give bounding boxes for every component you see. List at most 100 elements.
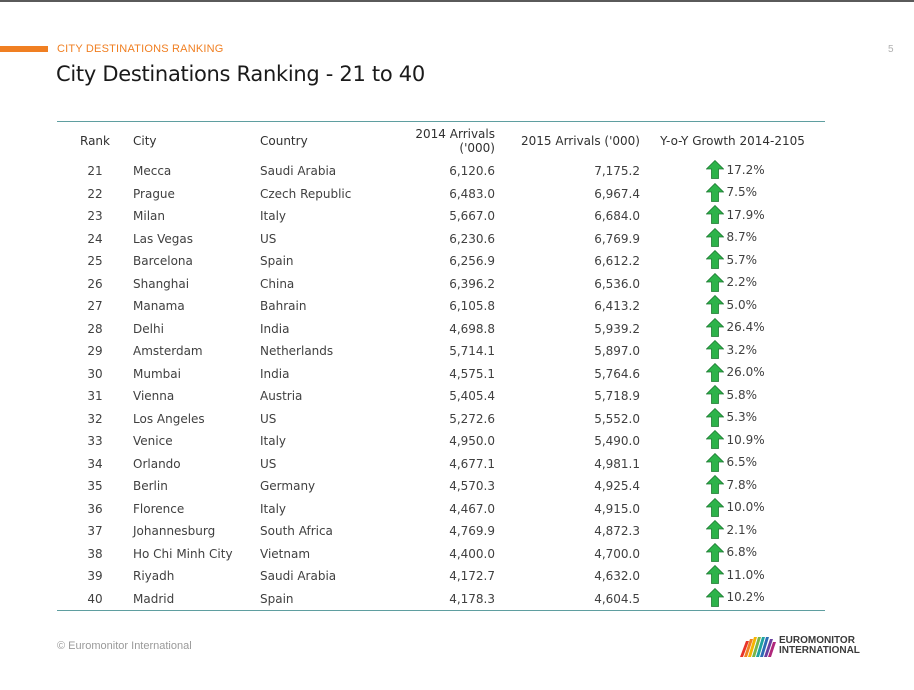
cell-arrivals-2014: 4,575.1 bbox=[449, 366, 495, 381]
table-row: 26 Shanghai China 6,396.2 6,536.0 2.2% bbox=[57, 272, 825, 296]
table-row: 25 Barcelona Spain 6,256.9 6,612.2 5.7% bbox=[57, 250, 825, 273]
up-arrow-icon bbox=[705, 340, 724, 360]
cell-arrivals-2014: 4,677.1 bbox=[449, 456, 495, 471]
cell-rank: 31 bbox=[87, 389, 103, 404]
cell-arrivals-2014: 4,172.7 bbox=[449, 569, 495, 584]
column-header-city: City bbox=[133, 134, 157, 148]
cell-country: Austria bbox=[260, 389, 303, 404]
growth-value-wrap: 2.2% bbox=[705, 272, 778, 292]
cell-arrivals-2015: 4,925.4 bbox=[594, 479, 640, 494]
cell-country: US bbox=[260, 411, 277, 426]
table-row: 39 Riyadh Saudi Arabia 4,172.7 4,632.0 11.0% bbox=[57, 565, 825, 588]
cell-arrivals-2014: 6,120.6 bbox=[449, 164, 495, 179]
cell-city: Riyadh bbox=[133, 569, 175, 584]
cell-rank: 37 bbox=[87, 524, 103, 539]
growth-value: 26.4% bbox=[726, 320, 765, 335]
cell-growth: 8.7% bbox=[640, 227, 825, 251]
growth-value-wrap: 10.9% bbox=[705, 430, 778, 450]
cell-city: Vienna bbox=[133, 389, 175, 404]
cell-rank: 36 bbox=[87, 501, 103, 516]
cell-growth: 5.0% bbox=[640, 295, 825, 318]
cell-growth: 5.7% bbox=[640, 250, 825, 273]
table-row: 37 Johannesburg South Africa 4,769.9 4,872.3… bbox=[57, 520, 825, 543]
cell-country: India bbox=[260, 366, 290, 381]
cell-city: Delhi bbox=[133, 321, 164, 336]
cell-rank: 33 bbox=[87, 434, 103, 449]
cell-arrivals-2014: 4,467.0 bbox=[449, 501, 495, 516]
cell-arrivals-2015: 5,939.2 bbox=[594, 321, 640, 336]
cell-arrivals-2015: 5,552.0 bbox=[594, 411, 640, 426]
table-row: 21 Mecca Saudi Arabia 6,120.6 7,175.2 17.2% bbox=[57, 160, 825, 183]
table-row: 27 Manama Bahrain 6,105.8 6,413.2 5.0% bbox=[57, 295, 825, 318]
cell-city: Manama bbox=[133, 299, 185, 314]
growth-value-wrap: 2.1% bbox=[705, 520, 778, 540]
table-row: 24 Las Vegas US 6,230.6 6,769.9 8.7% bbox=[57, 227, 825, 251]
cell-arrivals-2014: 4,570.3 bbox=[449, 479, 495, 494]
cell-arrivals-2015: 6,684.0 bbox=[594, 209, 640, 224]
table-row: 23 Milan Italy 5,667.0 6,684.0 17.9% bbox=[57, 205, 825, 228]
cell-rank: 27 bbox=[87, 299, 103, 314]
growth-value: 5.3% bbox=[726, 410, 758, 425]
cell-arrivals-2014: 5,405.4 bbox=[449, 389, 495, 404]
cell-rank: 38 bbox=[87, 546, 103, 561]
growth-value-wrap: 11.0% bbox=[705, 565, 778, 585]
up-arrow-icon bbox=[705, 542, 724, 562]
cell-arrivals-2015: 5,718.9 bbox=[594, 389, 640, 404]
growth-value: 17.2% bbox=[726, 162, 765, 177]
cell-growth: 10.0% bbox=[640, 497, 825, 521]
table-row: 34 Orlando US 4,677.1 4,981.1 6.5% bbox=[57, 452, 825, 476]
up-arrow-icon bbox=[705, 160, 724, 180]
cell-rank: 30 bbox=[87, 366, 103, 381]
growth-value-wrap: 5.8% bbox=[705, 385, 778, 405]
growth-value-wrap: 7.5% bbox=[705, 182, 778, 202]
top-rule bbox=[0, 0, 914, 2]
up-arrow-icon bbox=[705, 385, 724, 405]
growth-value-wrap: 26.0% bbox=[705, 362, 778, 382]
cell-country: US bbox=[260, 231, 277, 246]
table-row: 22 Prague Czech Republic 6,483.0 6,967.4 7.5% bbox=[57, 182, 825, 206]
growth-value-wrap: 6.8% bbox=[705, 542, 778, 562]
table-row: 35 Berlin Germany 4,570.3 4,925.4 7.8% bbox=[57, 475, 825, 498]
growth-value: 5.8% bbox=[726, 387, 758, 402]
cell-arrivals-2014: 4,769.9 bbox=[449, 524, 495, 539]
cell-country: Saudi Arabia bbox=[260, 569, 337, 584]
cell-rank: 35 bbox=[87, 479, 103, 494]
cell-country: Vietnam bbox=[260, 546, 311, 561]
cell-city: Berlin bbox=[133, 479, 168, 494]
cell-growth: 17.9% bbox=[640, 205, 825, 228]
growth-value-wrap: 7.8% bbox=[705, 475, 778, 495]
cell-arrivals-2015: 4,700.0 bbox=[594, 546, 640, 561]
growth-value: 17.9% bbox=[726, 207, 765, 222]
up-arrow-icon bbox=[705, 362, 724, 382]
cell-country: Germany bbox=[260, 479, 316, 494]
cell-city: Los Angeles bbox=[133, 411, 205, 426]
cell-rank: 34 bbox=[87, 456, 103, 471]
cell-city: Shanghai bbox=[133, 276, 190, 291]
cell-country: US bbox=[260, 456, 277, 471]
growth-value: 5.0% bbox=[726, 297, 758, 312]
table-row: 36 Florence Italy 4,467.0 4,915.0 10.0% bbox=[57, 497, 825, 521]
cell-growth: 26.4% bbox=[640, 317, 825, 341]
growth-value: 3.2% bbox=[726, 342, 758, 357]
up-arrow-icon bbox=[705, 587, 724, 607]
growth-value-wrap: 3.2% bbox=[705, 340, 778, 360]
cell-country: Netherlands bbox=[260, 344, 334, 359]
up-arrow-icon bbox=[705, 295, 724, 315]
cell-city: Mumbai bbox=[133, 366, 181, 381]
cell-city: Las Vegas bbox=[133, 231, 193, 246]
cell-arrivals-2014: 4,698.8 bbox=[449, 321, 495, 336]
up-arrow-icon bbox=[705, 317, 724, 337]
cell-country: Italy bbox=[260, 434, 287, 449]
up-arrow-icon bbox=[705, 205, 724, 225]
growth-value: 7.5% bbox=[726, 185, 758, 200]
cell-arrivals-2015: 5,764.6 bbox=[594, 366, 640, 381]
growth-value: 8.7% bbox=[726, 230, 758, 245]
cell-growth: 6.8% bbox=[640, 542, 825, 566]
logo-text-line2: INTERNATIONAL bbox=[779, 645, 860, 656]
growth-value: 10.0% bbox=[726, 500, 765, 515]
growth-value-wrap: 17.9% bbox=[705, 205, 778, 225]
section-accent-bar bbox=[0, 46, 48, 52]
cell-arrivals-2014: 4,950.0 bbox=[449, 434, 495, 449]
cell-arrivals-2015: 6,967.4 bbox=[594, 186, 640, 201]
growth-value: 5.7% bbox=[726, 252, 758, 267]
